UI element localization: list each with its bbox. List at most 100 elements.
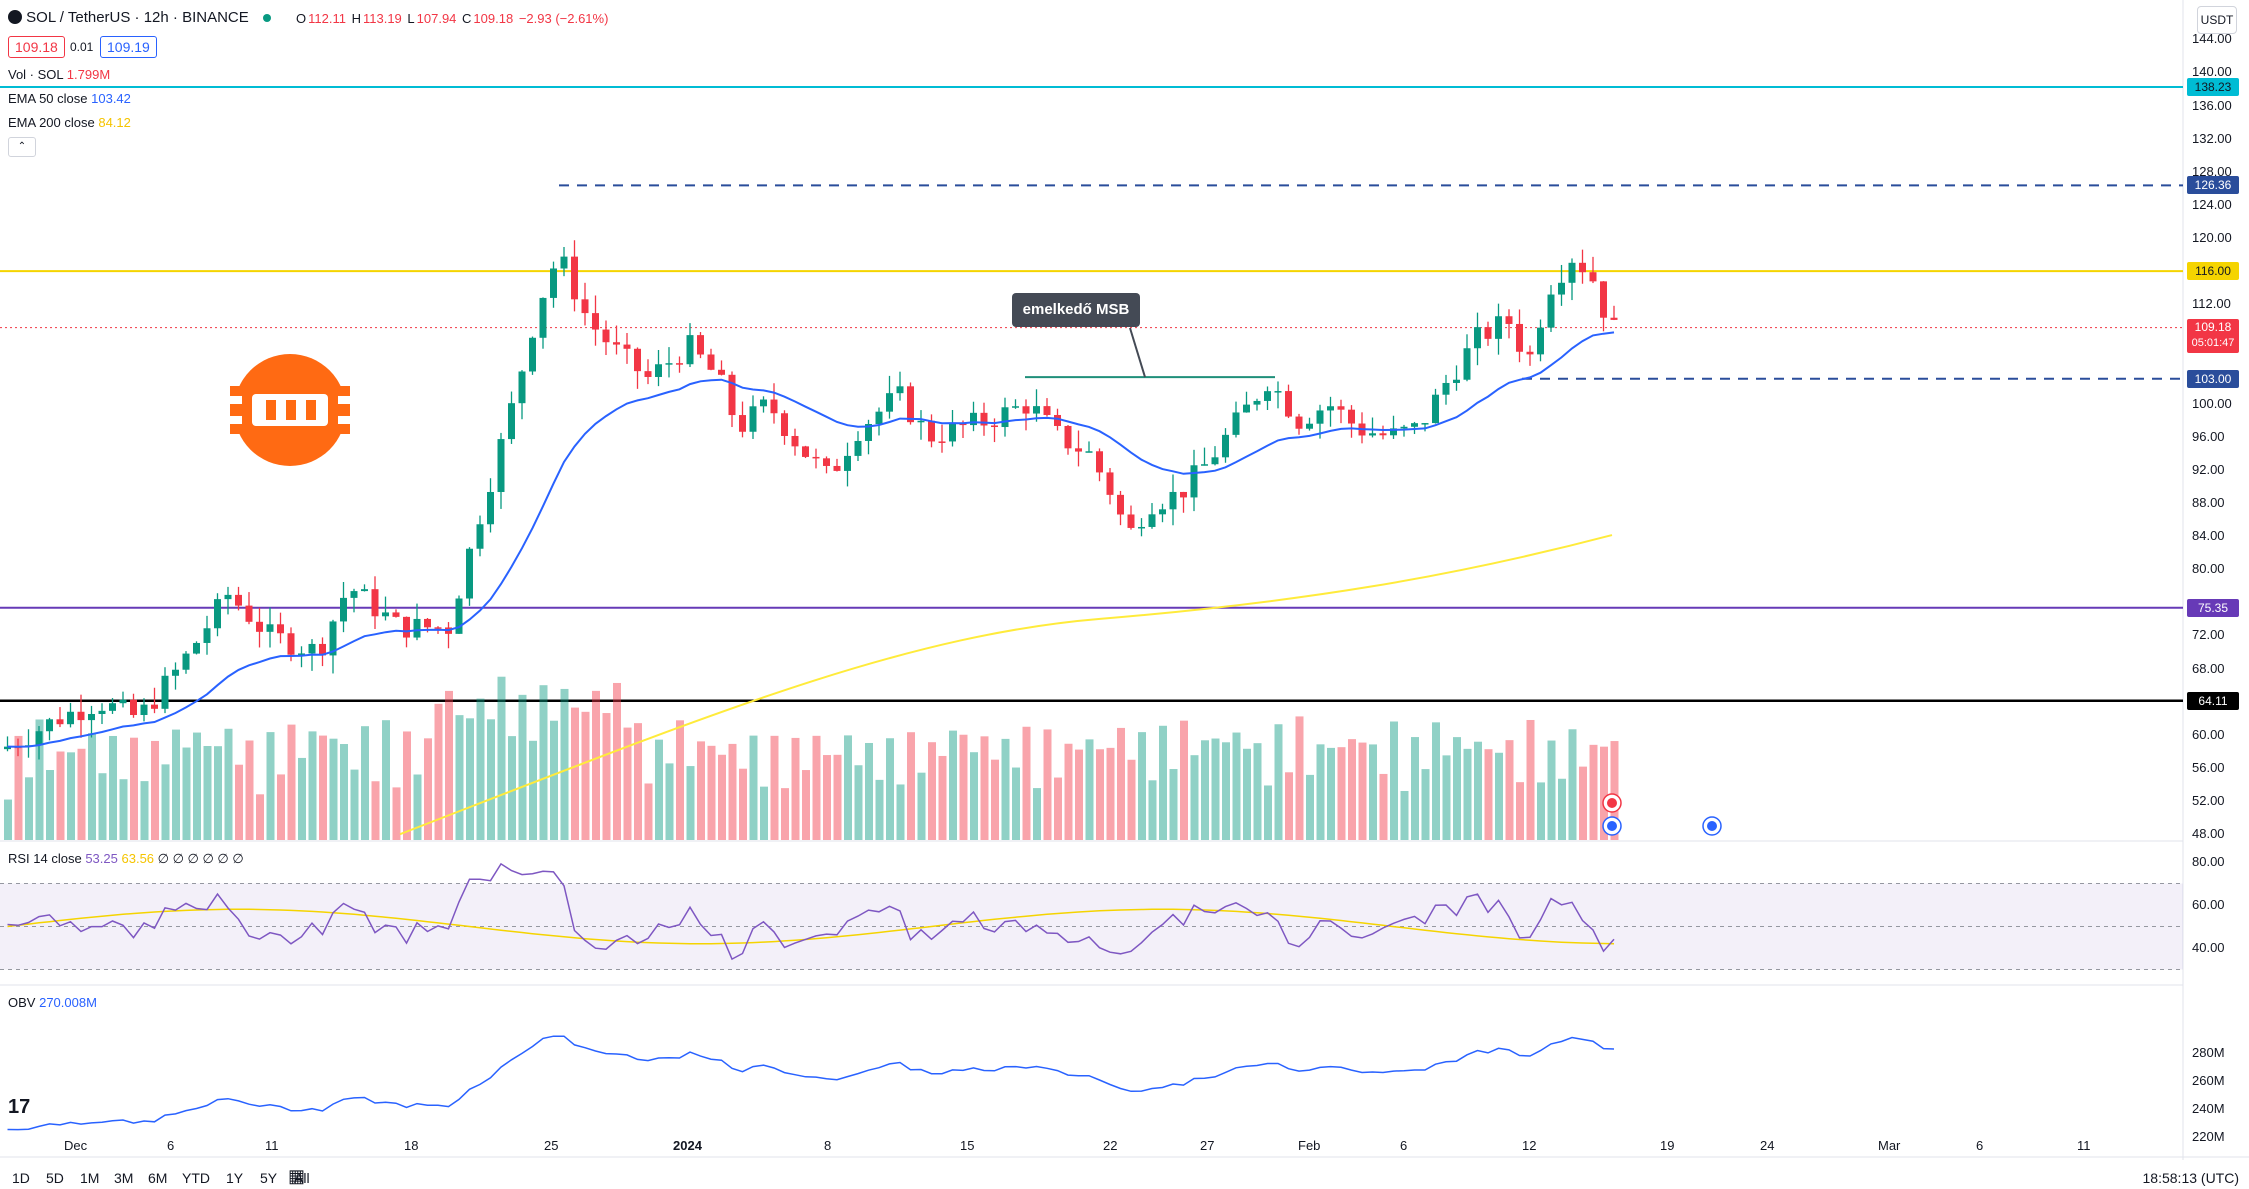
sell-price-button[interactable]: 109.18 <box>8 36 65 58</box>
price-tick: 92.00 <box>2192 461 2225 477</box>
volume-bar <box>1453 737 1461 840</box>
volume-bar <box>1285 772 1293 840</box>
volume-bar <box>1022 726 1031 840</box>
candle <box>1001 407 1009 428</box>
ema200-legend[interactable]: EMA 200 close 84.12 <box>8 115 131 130</box>
volume-bar <box>949 730 957 840</box>
candle <box>235 594 242 606</box>
symbol-header[interactable]: SOL / TetherUS · 12h · BINANCE <box>8 9 281 26</box>
candle <box>1337 406 1345 410</box>
collapse-legend-button[interactable]: ⌃ <box>8 137 36 157</box>
volume-bar <box>718 754 726 840</box>
volume-bar <box>1442 755 1451 840</box>
volume-bar <box>88 733 96 840</box>
timeframe-all-button[interactable]: All <box>294 1170 310 1186</box>
candle <box>182 653 190 670</box>
volume-bar <box>172 729 180 840</box>
current-price-box: 109.18 05:01:47 <box>2187 318 2239 353</box>
rsi-legend[interactable]: RSI 14 close 53.25 63.56 ∅ ∅ ∅ ∅ ∅ ∅ <box>8 851 244 866</box>
candle <box>1537 327 1544 355</box>
candle <box>854 440 862 456</box>
volume-bar <box>1579 766 1587 840</box>
volume-legend[interactable]: Vol · SOL 1.799M <box>8 67 111 82</box>
ema50-legend[interactable]: EMA 50 close 103.42 <box>8 91 131 106</box>
time-tick: Dec <box>64 1138 88 1153</box>
calendar-icon[interactable]: ▦ <box>288 1166 306 1186</box>
candle <box>266 624 274 632</box>
obv-tick: 240M <box>2192 1101 2225 1116</box>
volume-bar <box>466 718 474 840</box>
event-marker-icon <box>1707 821 1717 831</box>
volume-bar <box>550 720 558 840</box>
volume-bar <box>1148 780 1157 840</box>
time-tick: Feb <box>1298 1138 1321 1153</box>
candle <box>140 704 148 716</box>
volume-bar <box>697 741 705 840</box>
candle <box>1516 323 1523 352</box>
candle <box>917 420 925 423</box>
timeframe-1m-button[interactable]: 1M <box>80 1170 100 1186</box>
candle <box>728 374 736 416</box>
candle <box>151 704 158 709</box>
clock[interactable]: 18:58:13 (UTC) <box>2142 1170 2239 1186</box>
candle <box>823 458 830 466</box>
volume-bar <box>287 724 296 840</box>
volume-bar <box>67 752 75 840</box>
timeframe-1d-button[interactable]: 1D <box>12 1170 30 1186</box>
volume-bar <box>1211 738 1220 840</box>
symbol-icon <box>8 10 22 24</box>
price-tag: 116.00 <box>2187 262 2239 281</box>
rsi-tick: 80.00 <box>2192 854 2225 869</box>
buy-price-button[interactable]: 109.19 <box>100 36 157 58</box>
volume-bar <box>1337 747 1346 840</box>
candle <box>1411 423 1418 427</box>
candle <box>1285 391 1292 417</box>
volume-bar <box>770 735 779 840</box>
annotation-callout[interactable]: emelkedő MSB <box>1012 293 1140 327</box>
candle <box>497 439 505 492</box>
timeframe-6m-button[interactable]: 6M <box>148 1170 168 1186</box>
volume-bar <box>938 755 947 840</box>
timeframe-5d-button[interactable]: 5D <box>46 1170 64 1186</box>
volume-bar <box>130 737 138 840</box>
volume-bar <box>791 737 800 840</box>
currency-selector[interactable]: USDT <box>2197 6 2237 34</box>
price-tick: 112.00 <box>2192 296 2231 312</box>
candle <box>865 424 872 441</box>
candle <box>1400 426 1408 429</box>
obv-legend[interactable]: OBV 270.008M <box>8 995 97 1010</box>
candle <box>928 420 935 442</box>
candle <box>203 628 211 643</box>
candle <box>1505 316 1513 324</box>
timeframe-ytd-button[interactable]: YTD <box>182 1170 210 1186</box>
timeframe-1y-button[interactable]: 1Y <box>226 1170 244 1186</box>
volume-bar <box>854 765 863 840</box>
candle <box>1085 451 1093 453</box>
volume-bar <box>928 742 936 840</box>
volume-bar <box>151 740 159 840</box>
volume-bar <box>277 774 285 840</box>
candle <box>1232 412 1240 435</box>
price-tag: 138.23 <box>2187 78 2239 97</box>
volume-bar <box>602 713 611 840</box>
volume-bar <box>1400 790 1409 840</box>
candle <box>35 731 43 746</box>
volume-bar <box>781 788 789 840</box>
volume-bar <box>1096 749 1104 840</box>
ohlc-values: O 112.11 H 113.19 L 107.94 C 109.18 −2.93 (−… <box>296 11 609 26</box>
volume-bar <box>403 731 411 840</box>
time-tick: 27 <box>1200 1138 1215 1153</box>
timeframe-5y-button[interactable]: 5Y <box>260 1170 278 1186</box>
candle <box>98 710 106 714</box>
candle <box>1127 514 1135 528</box>
candle <box>1442 382 1450 395</box>
candle <box>224 594 232 600</box>
candle <box>1201 464 1208 466</box>
candle <box>970 412 977 426</box>
candle <box>1484 327 1492 339</box>
timeframe-3m-button[interactable]: 3M <box>114 1170 134 1186</box>
candle <box>1547 294 1555 328</box>
candle <box>1253 400 1261 405</box>
price-tag: 126.36 <box>2187 176 2239 195</box>
